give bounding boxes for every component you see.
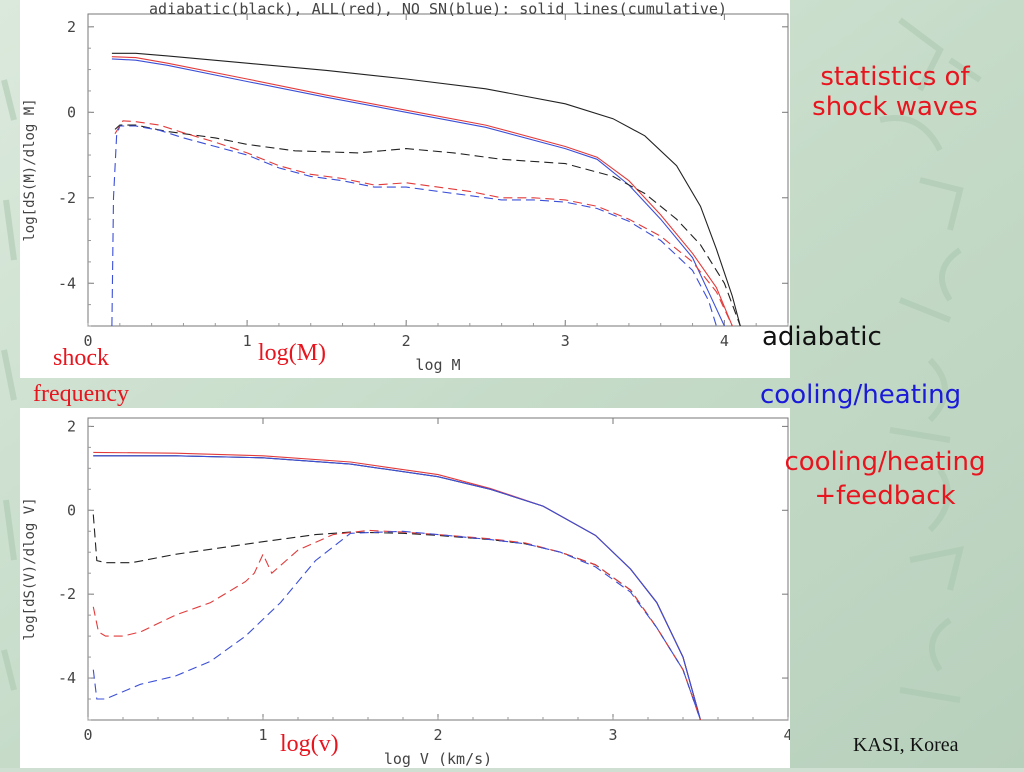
x-tick-label: 2 — [433, 726, 442, 744]
x-tick-label: 0 — [83, 726, 92, 744]
y-tick-label: -4 — [58, 274, 76, 292]
x-tick-label: 3 — [608, 726, 617, 744]
y-axis-label: log[dS(V)/dlog V] — [22, 497, 38, 640]
series-line-dashed-4 — [92, 529, 702, 720]
y-axis-label: log[dS(M)/dlog M] — [22, 98, 38, 241]
series-line-solid-2 — [111, 58, 725, 326]
x-axis-label: log M — [415, 356, 460, 374]
calligraphy-pattern — [1, 17, 982, 703]
x-tick-label: 3 — [561, 332, 570, 350]
shock-frequency-label: shock frequency — [33, 345, 129, 407]
legend-cooling-heating-feedback: cooling/heating +feedback — [784, 447, 986, 511]
x-tick-label: 4 — [720, 332, 729, 350]
y-tick-label: 2 — [67, 18, 76, 36]
credit-label: KASI, Korea — [853, 734, 959, 756]
legend-cooling-heating: cooling/heating — [760, 380, 962, 410]
y-tick-label: -2 — [58, 189, 76, 207]
series-line-dashed-3 — [114, 124, 741, 326]
series-line-dashed-5 — [111, 125, 717, 326]
series-line-solid-1 — [111, 56, 733, 326]
series-line-solid-1 — [93, 451, 702, 720]
series-line-dashed-3 — [92, 514, 702, 720]
statistics-title: statistics of shock waves — [812, 62, 978, 122]
y-tick-label: 0 — [67, 103, 76, 121]
log-v-label: log(v) — [280, 731, 339, 757]
x-tick-label: 4 — [783, 726, 790, 744]
series-line-solid-0 — [111, 52, 741, 326]
x-tick-label: 2 — [402, 332, 411, 350]
x-tick-label: 1 — [243, 332, 252, 350]
series-line-dashed-5 — [92, 530, 702, 720]
plot-frame — [87, 417, 789, 721]
y-tick-label: 0 — [67, 501, 76, 519]
bottom-chart-panel: 0 1 2 3 4 -4 -2 0 2 log V (km/s) log[dS(V)/dlog V] — [20, 408, 793, 768]
y-tick-label: 2 — [67, 417, 76, 435]
plot-frame — [87, 13, 789, 327]
shock-velocity-chart: 0 1 2 3 4 -4 -2 0 2 log V (km/s) log[dS(V)/dlog V] — [22, 417, 793, 768]
x-axis-label: log V (km/s) — [384, 750, 492, 768]
x-tick-label: 0 — [83, 332, 92, 350]
y-tick-label: -4 — [58, 669, 76, 687]
chart-title: adiabatic(black), ALL(red), NO SN(blue):… — [149, 0, 727, 18]
log-m-label: log(M) — [258, 340, 326, 366]
top-chart-panel: adiabatic(black), ALL(red), NO SN(blue):… — [20, 0, 790, 378]
x-tick-label: 1 — [258, 726, 267, 744]
series-line-solid-0 — [93, 455, 702, 720]
series-line-solid-2 — [93, 455, 702, 720]
shock-mach-chart: adiabatic(black), ALL(red), NO SN(blue):… — [22, 0, 789, 374]
legend-adiabatic: adiabatic — [762, 322, 882, 352]
series-line-dashed-4 — [114, 120, 733, 326]
y-tick-label: -2 — [58, 585, 76, 603]
